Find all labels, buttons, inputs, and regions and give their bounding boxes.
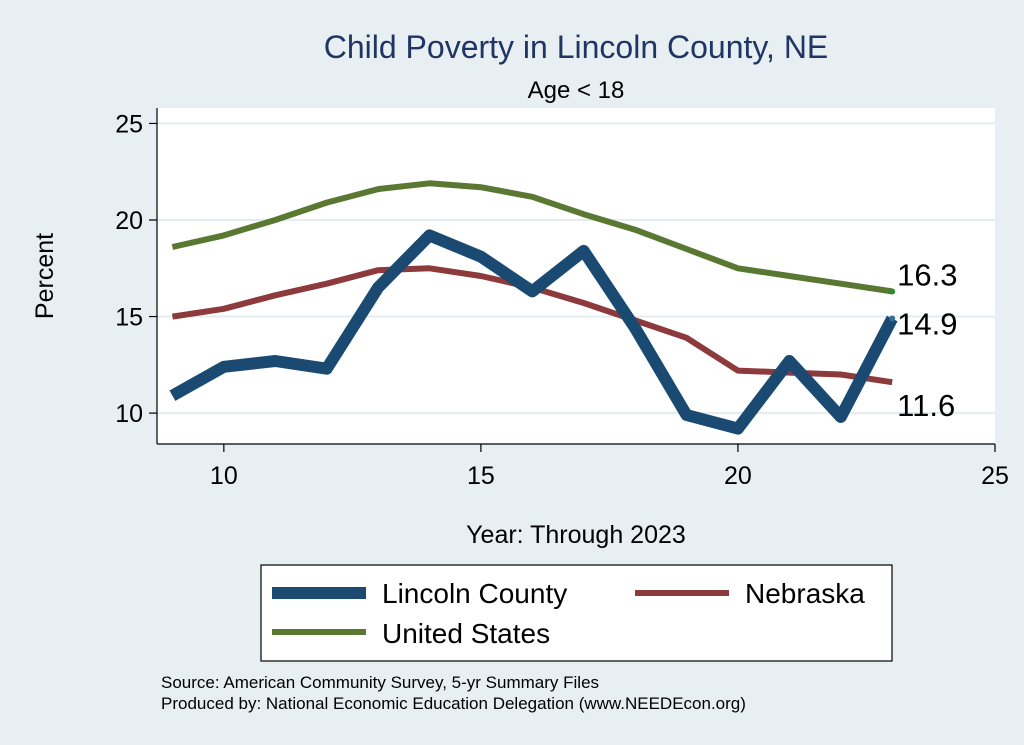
end-marker-united-states bbox=[889, 288, 896, 295]
x-tick-label-20: 20 bbox=[724, 462, 752, 490]
end-marker-lincoln-county bbox=[889, 315, 896, 322]
end-label-nebraska: 11.6 bbox=[897, 388, 955, 423]
y-tick-label-25: 25 bbox=[115, 110, 143, 138]
legend-label-nebraska: Nebraska bbox=[745, 578, 865, 609]
series-line-lincoln-county bbox=[169, 229, 898, 435]
end-labels: 14.9 11.6 16.3 bbox=[897, 257, 957, 423]
y-axis-label: Percent bbox=[31, 233, 59, 319]
y-tick-label-10: 10 bbox=[115, 400, 143, 428]
legend-label-lincoln-county: Lincoln County bbox=[382, 578, 567, 609]
x-tick-label-15: 15 bbox=[467, 462, 495, 490]
x-axis-ticks: 10 15 20 25 bbox=[210, 444, 1009, 490]
legend-label-united-states: United States bbox=[382, 618, 550, 649]
series-lines bbox=[169, 180, 898, 435]
x-axis-label: Year: Through 2023 bbox=[466, 521, 686, 549]
series-line-united-states bbox=[171, 180, 893, 295]
y-tick-label-20: 20 bbox=[115, 207, 143, 235]
y-tick-label-15: 15 bbox=[115, 304, 143, 332]
legend-box bbox=[260, 564, 893, 662]
chart-title: Child Poverty in Lincoln County, NE bbox=[324, 29, 829, 65]
source-note: Source: American Community Survey, 5-yr … bbox=[161, 673, 599, 692]
produced-by-note: Produced by: National Economic Education… bbox=[161, 694, 746, 713]
end-label-united-states: 16.3 bbox=[897, 257, 957, 292]
x-tick-label-10: 10 bbox=[210, 462, 238, 490]
end-label-lincoln-county: 14.9 bbox=[897, 306, 957, 341]
y-axis-ticks: 10 15 20 25 bbox=[115, 110, 157, 428]
grid-lines bbox=[157, 122, 995, 415]
chart-subtitle: Age < 18 bbox=[528, 77, 625, 104]
x-tick-label-25: 25 bbox=[981, 462, 1009, 490]
plot-area bbox=[157, 108, 995, 444]
